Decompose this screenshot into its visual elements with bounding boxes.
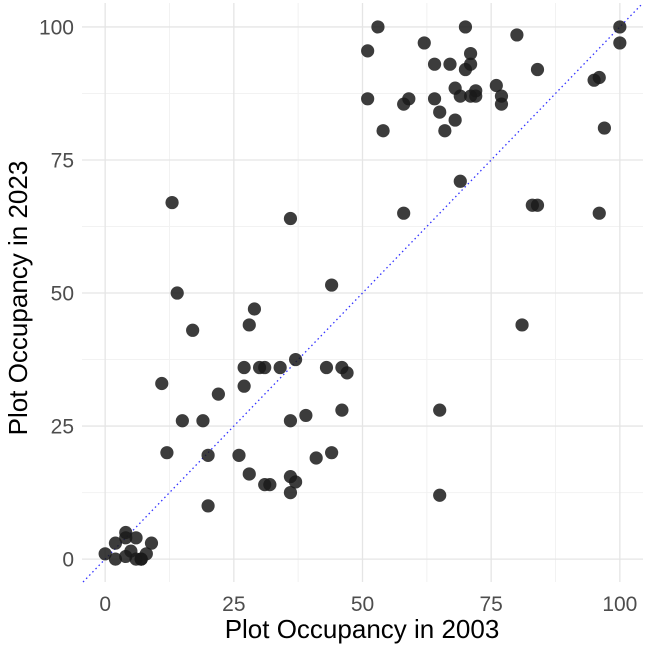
data-point bbox=[438, 124, 452, 138]
data-point bbox=[299, 408, 313, 423]
data-point bbox=[469, 89, 483, 103]
data-point bbox=[433, 403, 447, 417]
x-tick-labels: 0 25 50 75 100 bbox=[99, 593, 637, 616]
data-point bbox=[201, 448, 215, 462]
data-point bbox=[108, 552, 123, 566]
data-point bbox=[427, 57, 442, 71]
data-point bbox=[458, 20, 473, 34]
data-point bbox=[448, 113, 462, 127]
data-point bbox=[242, 467, 256, 481]
data-point bbox=[144, 536, 159, 550]
y-tick-labels: 0 25 50 75 100 bbox=[39, 16, 74, 571]
data-point bbox=[319, 360, 334, 375]
data-point bbox=[530, 198, 545, 212]
data-point bbox=[258, 360, 272, 375]
data-point bbox=[288, 475, 303, 489]
data-point bbox=[361, 44, 375, 58]
data-point bbox=[397, 206, 411, 220]
data-point bbox=[371, 20, 385, 34]
data-point bbox=[433, 488, 447, 502]
data-point bbox=[443, 57, 457, 71]
x-tick-label: 100 bbox=[602, 593, 637, 616]
data-point bbox=[201, 499, 215, 513]
data-point bbox=[247, 302, 262, 316]
identity-reference-line bbox=[82, 2, 644, 583]
data-point bbox=[283, 485, 298, 500]
data-point bbox=[376, 124, 390, 138]
data-point bbox=[453, 174, 467, 188]
data-point bbox=[335, 403, 349, 417]
data-point bbox=[232, 448, 246, 462]
x-tick-label: 75 bbox=[479, 593, 502, 616]
data-point bbox=[186, 323, 200, 337]
data-point bbox=[237, 379, 251, 393]
y-tick-label: 100 bbox=[39, 16, 74, 39]
reference-line-layer bbox=[82, 2, 644, 583]
data-point bbox=[139, 547, 153, 561]
data-point bbox=[283, 414, 298, 428]
x-axis-title: Plot Occupancy in 2003 bbox=[225, 614, 500, 644]
data-point bbox=[340, 366, 354, 380]
data-point bbox=[196, 414, 210, 428]
data-point bbox=[160, 446, 174, 460]
data-point bbox=[129, 531, 143, 545]
data-point bbox=[242, 318, 256, 332]
y-tick-label: 0 bbox=[62, 549, 74, 572]
data-point bbox=[155, 376, 169, 391]
points-layer bbox=[98, 20, 627, 566]
data-point bbox=[489, 78, 503, 93]
data-point bbox=[98, 547, 112, 561]
data-point bbox=[515, 318, 529, 332]
x-tick-label: 0 bbox=[99, 593, 111, 616]
data-point bbox=[463, 57, 478, 71]
data-point bbox=[309, 451, 323, 465]
data-point bbox=[175, 414, 189, 428]
data-point bbox=[325, 278, 339, 292]
data-point bbox=[402, 92, 416, 106]
data-point bbox=[597, 121, 611, 135]
data-point bbox=[463, 46, 478, 61]
data-point bbox=[283, 211, 298, 226]
x-tick-label: 50 bbox=[351, 593, 374, 616]
data-point bbox=[592, 206, 606, 220]
data-point bbox=[170, 286, 184, 300]
data-point bbox=[211, 387, 225, 401]
y-tick-label: 50 bbox=[51, 283, 74, 306]
data-point bbox=[613, 20, 627, 34]
data-point bbox=[417, 36, 431, 50]
data-point bbox=[288, 352, 303, 367]
data-point bbox=[119, 531, 133, 545]
data-point bbox=[273, 360, 287, 375]
data-point bbox=[530, 62, 545, 77]
data-point bbox=[494, 97, 509, 111]
y-tick-label: 75 bbox=[51, 149, 74, 172]
data-point bbox=[433, 105, 447, 119]
data-point bbox=[427, 92, 442, 106]
y-axis-title: Plot Occupancy in 2023 bbox=[3, 161, 33, 436]
data-point bbox=[453, 89, 467, 103]
data-point bbox=[510, 28, 524, 42]
y-tick-label: 25 bbox=[51, 416, 74, 439]
data-point bbox=[108, 536, 123, 550]
data-point bbox=[165, 195, 179, 210]
data-point bbox=[325, 446, 339, 460]
data-point bbox=[263, 478, 277, 492]
data-point bbox=[592, 70, 606, 85]
data-point bbox=[237, 360, 251, 375]
x-tick-label: 25 bbox=[222, 593, 245, 616]
data-point bbox=[361, 92, 375, 106]
data-point bbox=[613, 36, 627, 50]
